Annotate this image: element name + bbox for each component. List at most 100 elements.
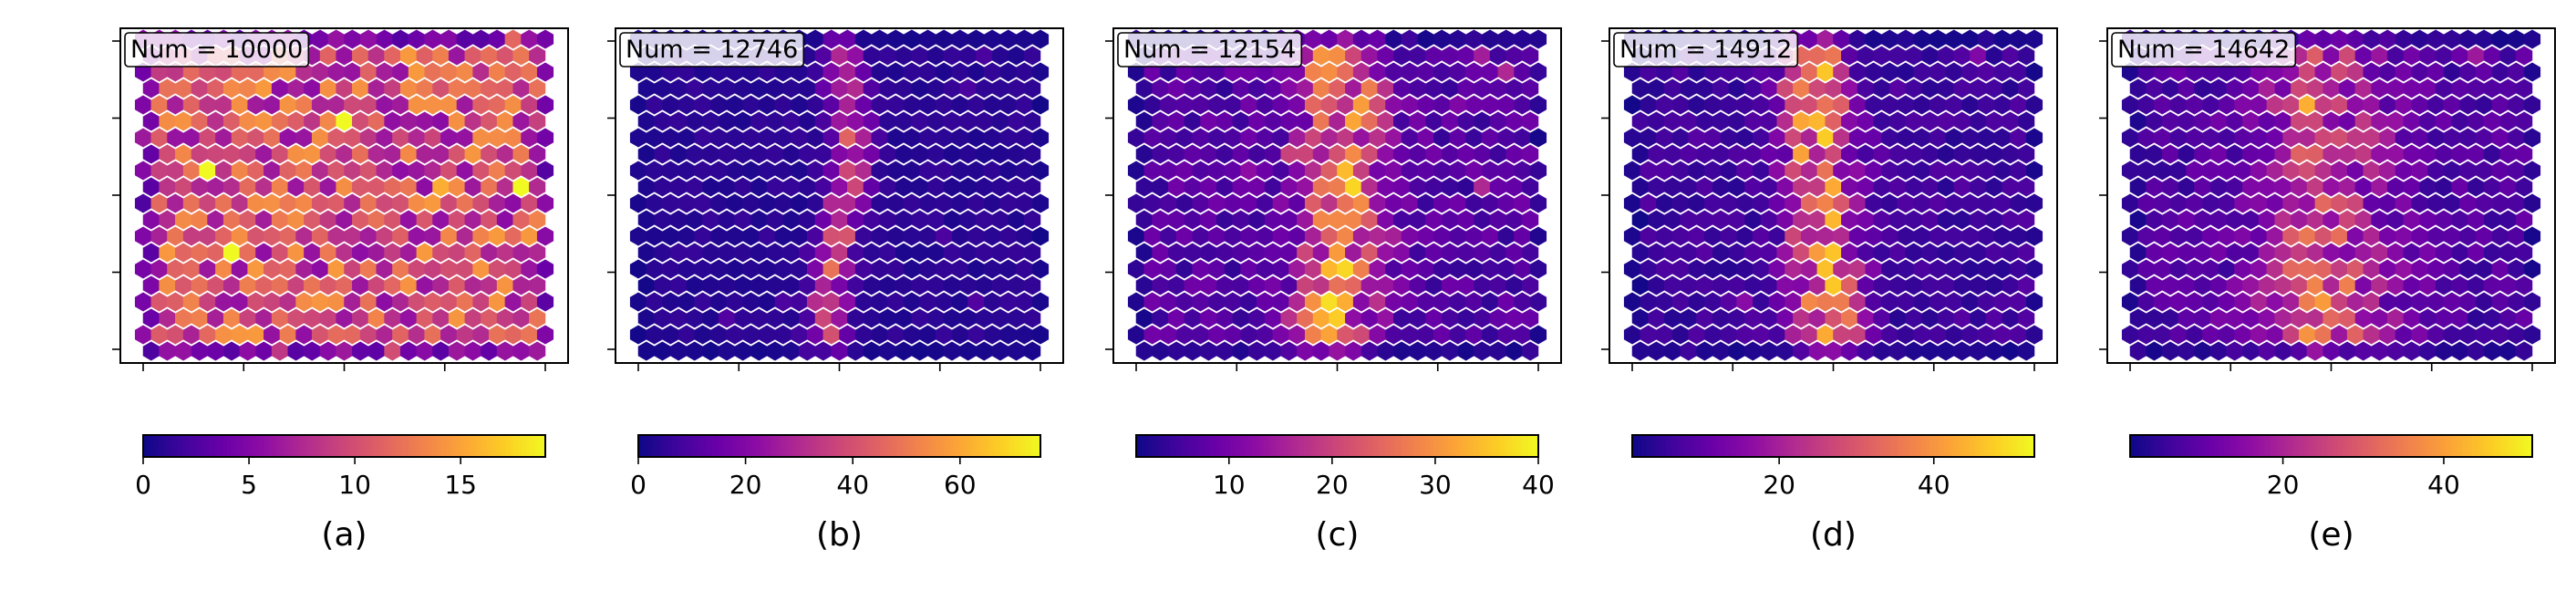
hexbin-cell: [2363, 62, 2380, 82]
hexbin-cell: [976, 46, 993, 66]
hexbin-cell: [1320, 259, 1338, 279]
hexbin-cell: [911, 210, 928, 230]
hexbin-cell: [1736, 95, 1754, 115]
hexbin-cell: [1208, 193, 1226, 213]
hexbin-cell: [943, 341, 961, 361]
hexbin-cell: [504, 292, 522, 312]
colorbar-segment: [2408, 435, 2413, 457]
hexbin-cell: [2451, 78, 2468, 98]
hexbin-cell: [919, 62, 936, 82]
hexbin-cell: [440, 259, 458, 279]
hexbin-cell: [1143, 161, 1161, 181]
hexbin-cell: [2129, 111, 2147, 131]
hexbin-cell: [2419, 46, 2436, 66]
colorbar-segment: [1913, 435, 1918, 457]
hexbin-cell: [191, 78, 208, 98]
colorbar-segment: [1447, 435, 1453, 457]
colorbar-segment: [1983, 435, 1989, 457]
hexbin-cell: [521, 325, 538, 345]
hexbin-cell: [1505, 210, 1523, 230]
hexbin-cell: [936, 226, 953, 246]
hexbin-cell: [1961, 95, 1979, 115]
hexbin-cell: [1881, 226, 1898, 246]
hexbin-cell: [999, 95, 1017, 115]
hexbin-cell: [2018, 144, 2035, 164]
hexbin-cell: [2306, 308, 2323, 328]
colorbar-segment: [388, 435, 392, 457]
hexbin-cell: [1489, 144, 1506, 164]
hexbin-cell: [791, 325, 808, 345]
hexbin-cell: [2242, 78, 2260, 98]
hexbin-cell: [1288, 193, 1306, 213]
hexbin-cell: [1216, 78, 1234, 98]
hexbin-cell: [637, 78, 655, 98]
hexbin-cell: [2266, 95, 2283, 115]
hexbin-cell: [175, 210, 192, 230]
hexbin-cell: [1768, 128, 1785, 148]
hexbin-cell: [1776, 78, 1794, 98]
hexbin-cell: [1656, 95, 1673, 115]
hexbin-cell: [1297, 243, 1314, 263]
hexbin-cell: [2234, 128, 2251, 148]
hexbin-cell: [359, 292, 378, 312]
hexbin-cell: [2427, 259, 2445, 279]
hexbin-cell: [440, 95, 458, 115]
hexbin-cell: [1417, 259, 1434, 279]
colorbar-segment: [977, 435, 981, 457]
hexbin-cell: [759, 226, 776, 246]
hexbin-cell: [2508, 325, 2525, 345]
hexbin-cell: [2516, 308, 2533, 328]
hexbin-cell: [239, 243, 256, 263]
hexbin-cell: [1753, 95, 1770, 115]
hexbin-cell: [799, 177, 816, 197]
hexbin-cell: [806, 62, 824, 82]
hexbin-cell: [718, 78, 736, 98]
hexbin-cell: [1016, 62, 1033, 82]
hexbin-cell: [159, 210, 176, 230]
hexbin-cell: [879, 111, 896, 131]
hexbin-cell: [1696, 243, 1713, 263]
colorbar-segment: [250, 435, 254, 457]
hexbin-cell: [959, 210, 977, 230]
hexbin-cell: [2314, 325, 2332, 345]
hexbin-cell: [2403, 341, 2420, 361]
colorbar-segment: [337, 435, 342, 457]
hexbin-cell: [512, 78, 530, 98]
colorbar-segment: [2431, 435, 2436, 457]
hexbin-cell: [134, 95, 152, 115]
hexbin-cell: [895, 78, 913, 98]
hexbin-cell: [352, 210, 369, 230]
colorbar-segment: [344, 435, 348, 457]
colorbar-segment: [1290, 435, 1295, 457]
hexbin-cell: [2250, 292, 2268, 312]
hexbin-cell: [2169, 325, 2187, 345]
colorbar-segment: [2418, 435, 2423, 457]
hexbin-cell: [2411, 161, 2428, 181]
colorbar-segment: [641, 435, 646, 457]
hexbin-cell: [1192, 128, 1209, 148]
hexbin-cell: [2483, 46, 2500, 66]
hexbin-cell: [2483, 210, 2500, 230]
hexbin-cell: [1865, 128, 1882, 148]
hexbin-cell: [2266, 325, 2283, 345]
num-annotation-text: Num = 14642: [2117, 36, 2290, 64]
hexbin-cell: [1264, 177, 1282, 197]
hexbin-cell: [2234, 325, 2251, 345]
hexbin-cell: [847, 46, 864, 66]
hexbin-cell: [1961, 29, 1979, 49]
hexbin-cell: [2121, 259, 2139, 279]
hexbin-cell: [416, 210, 433, 230]
hexbin-cell: [2146, 111, 2163, 131]
hexbin-cell: [392, 292, 409, 312]
hexbin-cell: [976, 144, 993, 164]
hexbin-cell: [150, 193, 168, 213]
colorbar-frame: [142, 434, 546, 458]
hexbin-cell: [1688, 161, 1705, 181]
hexbin-cell: [1482, 62, 1499, 82]
hexbin-cell: [1704, 161, 1722, 181]
hexbin-cell: [822, 62, 840, 82]
hexbin-cell: [2162, 111, 2179, 131]
hexbin-cell: [319, 46, 336, 66]
hexbin-cell: [1280, 243, 1298, 263]
hexbin-cell: [1337, 193, 1354, 213]
